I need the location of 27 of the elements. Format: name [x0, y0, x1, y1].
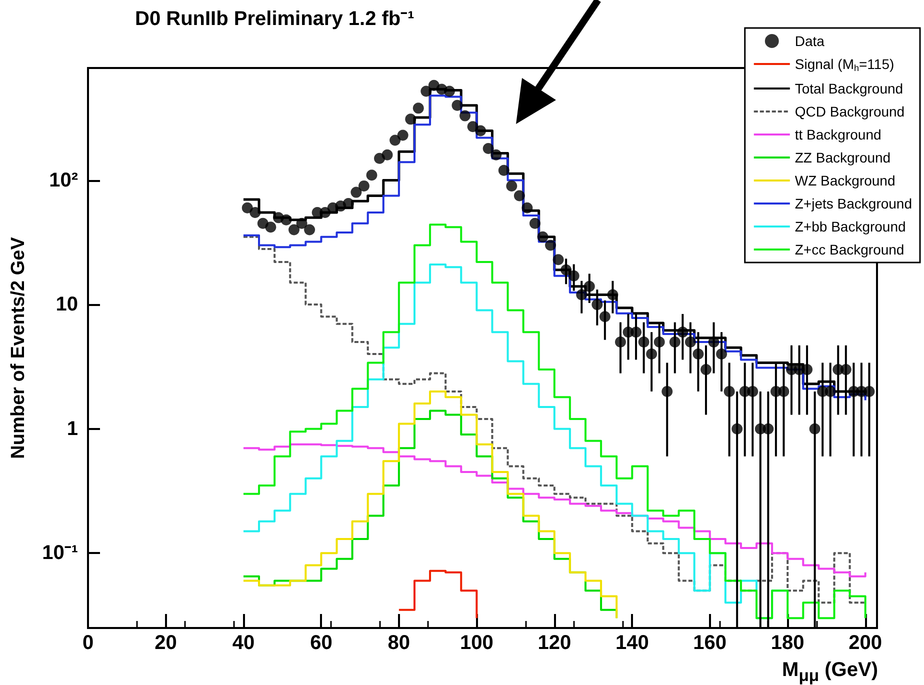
y-tick-label: 1	[66, 418, 78, 440]
x-tick-label: 40	[232, 632, 255, 654]
x-tick-label: 100	[460, 632, 494, 654]
legend-label: Z+jets Background	[794, 196, 912, 212]
x-tick-label: 60	[310, 632, 332, 654]
chart-title: D0 RunIIb Preliminary 1.2 fb⁻¹	[135, 8, 415, 30]
y-tick-label: 10	[56, 294, 78, 316]
x-tick-label: 80	[388, 632, 410, 654]
legend-label: ZZ Background	[794, 150, 891, 166]
legend-label: QCD Background	[794, 104, 905, 120]
legend-label: tt Background	[794, 126, 882, 142]
legend-label: Z+cc Background	[794, 242, 904, 258]
legend-label: Z+bb Background	[794, 218, 906, 234]
legend-label: WZ Background	[794, 172, 896, 188]
x-tick-label: 180	[770, 632, 804, 654]
x-tick-label: 140	[615, 632, 649, 654]
x-tick-label: 200	[848, 632, 882, 654]
x-tick-label: 0	[82, 632, 94, 654]
x-tick-label: 20	[154, 632, 177, 654]
y-tick-label: 10⁻¹	[42, 542, 78, 564]
y-tick-label: 10²	[49, 169, 78, 192]
x-tick-label: 160	[693, 632, 727, 654]
legend-label: Data	[794, 33, 825, 49]
legend-label: Total Background	[794, 80, 904, 96]
y-axis-title: Number of Events/2 GeV	[8, 236, 29, 459]
x-tick-label: 120	[538, 632, 572, 654]
x-axis-title: M$_{μμ}$ (GeV)	[782, 658, 878, 685]
